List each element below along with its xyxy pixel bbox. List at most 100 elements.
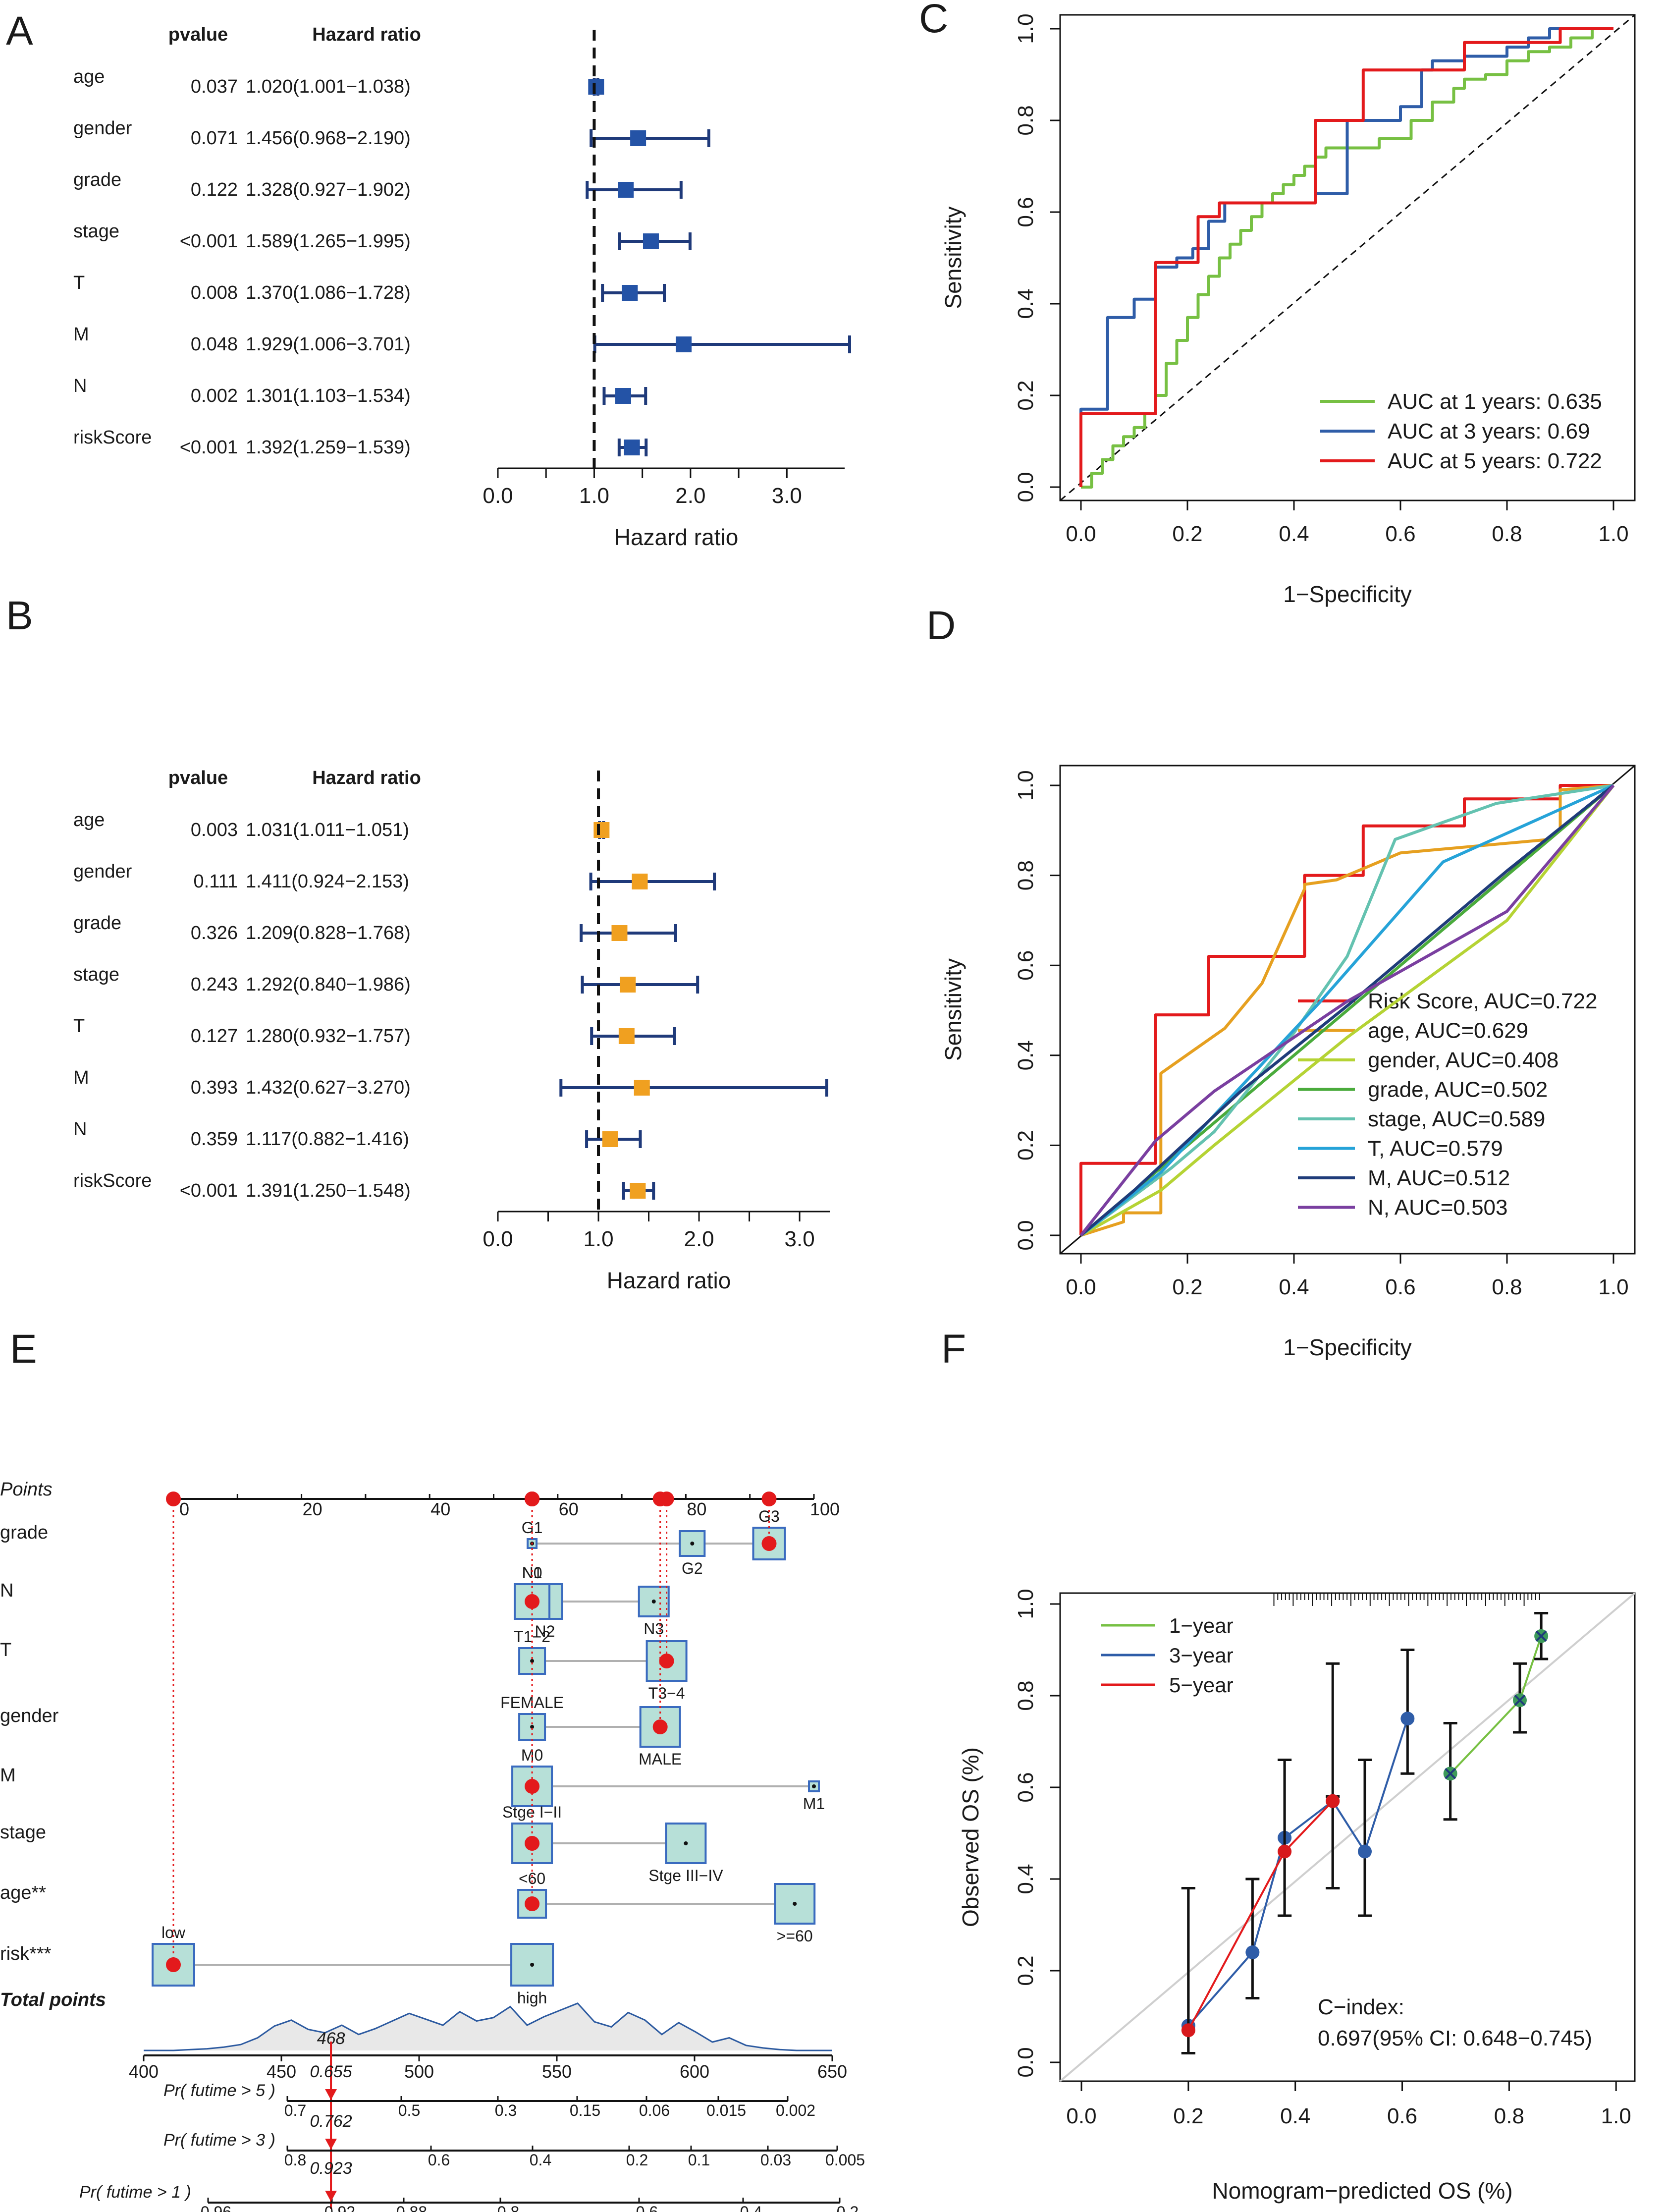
level-label: N2 — [535, 1622, 555, 1640]
points-marker — [525, 1492, 540, 1506]
row-hazard-ratio: 1.929(1.006−3.701) — [246, 334, 411, 355]
selected-point — [659, 1654, 674, 1668]
diagonal-reference — [1060, 14, 1635, 501]
legend-label: grade, AUC=0.502 — [1368, 1078, 1548, 1102]
row-pvalue: <0.001 — [180, 231, 238, 252]
x-tick-label: 0.0 — [483, 484, 513, 508]
variable-label: N — [0, 1580, 13, 1601]
x-tick-label: 3.0 — [785, 1227, 815, 1251]
x-tick-label: 0.6 — [1385, 1275, 1415, 1299]
x-tick-label: 0.6 — [1385, 522, 1415, 546]
row-hazard-ratio: 1.391(1.250−1.548) — [246, 1180, 411, 1201]
x-axis-title: Hazard ratio — [607, 1268, 731, 1293]
y-tick-label: 0.2 — [1014, 1130, 1038, 1161]
hr-marker — [624, 440, 640, 455]
x-tick-label: 0.6 — [1387, 2104, 1417, 2128]
variable-label: age** — [0, 1882, 46, 1903]
hr-marker — [602, 1131, 618, 1147]
level-label: M1 — [803, 1795, 825, 1813]
row-hazard-ratio: 1.020(1.001−1.038) — [246, 76, 411, 97]
row-pvalue: 0.071 — [191, 128, 238, 149]
row-label: T — [73, 1016, 85, 1037]
survival-label: Pr( futime > 3 ) — [163, 2131, 275, 2150]
x-tick-label: 3.0 — [772, 484, 802, 508]
survival-tick-label: 0.6 — [636, 2203, 658, 2212]
total-tick-label: 550 — [542, 2061, 572, 2082]
calibration-line-2 — [1187, 1718, 1409, 2027]
level-label: <60 — [519, 1870, 545, 1887]
y-tick-label: 0.4 — [1014, 288, 1038, 319]
plot-frame — [1059, 14, 1636, 501]
calibration-point — [1181, 2023, 1195, 2038]
y-tick-label: 0.8 — [1014, 860, 1038, 890]
hr-marker — [588, 79, 604, 95]
survival-tick-label: 0.2 — [837, 2203, 859, 2212]
variable-label: gender — [0, 1706, 59, 1726]
y-tick-label: 0.6 — [1014, 950, 1038, 981]
points-tick-label: 100 — [810, 1499, 840, 1519]
roc-curve-6 — [1080, 784, 1614, 1237]
hr-marker — [630, 1183, 646, 1199]
hr-marker — [622, 285, 638, 301]
selected-point — [525, 1779, 540, 1794]
level-label: >=60 — [777, 1927, 813, 1945]
hr-marker — [634, 1080, 650, 1096]
legend-label: AUC at 3 years: 0.69 — [1388, 419, 1590, 443]
survival-tick-label: 0.8 — [284, 2151, 306, 2169]
roc-curve-7 — [1080, 784, 1614, 1237]
row-hazard-ratio: 1.392(1.259−1.539) — [246, 437, 411, 458]
roc-curve-3 — [1079, 27, 1613, 487]
x-tick-label: 0.2 — [1173, 2104, 1203, 2128]
points-tick-label: 60 — [559, 1499, 579, 1519]
density-curve — [144, 2002, 832, 2051]
row-pvalue: 0.008 — [191, 282, 238, 303]
row-pvalue: 0.048 — [191, 334, 238, 355]
x-tick-label: 0.2 — [1172, 522, 1202, 546]
row-pvalue: <0.001 — [180, 437, 238, 458]
row-label: age — [73, 810, 105, 830]
level-dot — [530, 1659, 535, 1663]
y-tick-label: 0.2 — [1014, 1955, 1038, 1986]
x-tick-label: 0.2 — [1172, 1275, 1202, 1299]
points-tick-label: 20 — [303, 1499, 322, 1519]
row-hazard-ratio: 1.432(0.627−3.270) — [246, 1077, 411, 1098]
variable-label: grade — [0, 1522, 48, 1543]
row-pvalue: 0.326 — [191, 923, 238, 943]
total-tick-label: 500 — [404, 2061, 434, 2082]
calibration-line-3 — [1187, 1800, 1334, 2031]
y-tick-label: 0.6 — [1014, 1772, 1038, 1802]
x-axis-title: 1−Specificity — [1283, 1334, 1412, 1360]
x-tick-label: 1.0 — [1598, 522, 1628, 546]
row-hazard-ratio: 1.370(1.086−1.728) — [246, 282, 411, 303]
roc-curve-8 — [1079, 784, 1615, 1236]
row-hazard-ratio: 1.209(0.828−1.768) — [246, 923, 411, 943]
total-points-label: Total points — [0, 1990, 106, 2010]
level-label: N1 — [522, 1564, 542, 1582]
y-tick-label: 0.0 — [1014, 472, 1038, 502]
panel-label-e: E — [10, 1327, 37, 1372]
level-dot — [812, 1784, 816, 1788]
hr-marker — [630, 130, 646, 146]
calibration-point — [1245, 1945, 1260, 1959]
row-label: stage — [73, 221, 119, 242]
y-tick-label: 0.0 — [1014, 2047, 1038, 2077]
row-label: T — [73, 273, 85, 293]
survival-value: 0.762 — [310, 2112, 352, 2131]
level-dot — [690, 1542, 695, 1546]
survival-tick-label: 0.06 — [639, 2101, 670, 2119]
row-hazard-ratio: 1.456(0.968−2.190) — [246, 128, 411, 149]
time-roc-chart: 0.0 0.0 0.2 0.2 0.4 0.4 0.6 0.6 0.8 0.8 1.0 1.0 1−Sp… — [940, 13, 1636, 607]
row-hazard-ratio: 1.589(1.265−1.995) — [246, 231, 411, 252]
survival-arrow — [325, 2139, 337, 2150]
survival-tick-label: 0.6 — [428, 2151, 450, 2169]
survival-tick-label: 0.005 — [825, 2151, 865, 2169]
survival-value: 0.655 — [310, 2062, 352, 2081]
hazard-ratio-header: Hazard ratio — [312, 768, 421, 788]
legend-label: T, AUC=0.579 — [1368, 1137, 1503, 1161]
legend-label: Risk Score, AUC=0.722 — [1368, 989, 1597, 1013]
x-tick-label: 2.0 — [675, 484, 705, 508]
legend-label: AUC at 5 years: 0.722 — [1388, 449, 1602, 473]
total-tick-label: 450 — [267, 2061, 296, 2082]
selected-point — [525, 1594, 540, 1609]
level-dot — [651, 1600, 656, 1604]
